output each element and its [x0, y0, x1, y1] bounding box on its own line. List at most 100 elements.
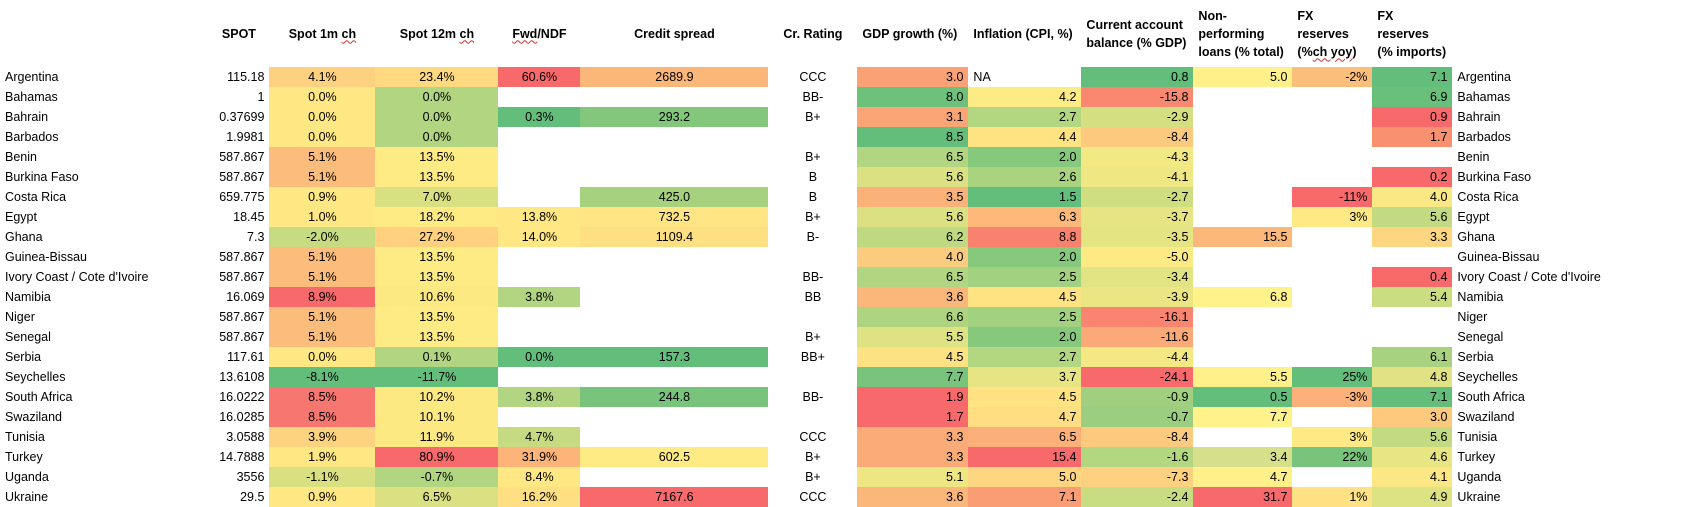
current-account-cell: -0.7 — [1081, 407, 1194, 427]
spot-1m-cell: 5.1% — [269, 167, 376, 187]
gdp-growth-cell: 5.6 — [857, 207, 969, 227]
npl-cell — [1193, 187, 1293, 207]
npl-cell — [1193, 307, 1293, 327]
gdp-growth-cell: 6.5 — [857, 267, 969, 287]
spot-12m-cell: -11.7% — [375, 367, 499, 387]
credit-rating-cell: B+ — [805, 329, 821, 344]
credit-rating-cell: BB+ — [800, 349, 825, 364]
gdp-growth-cell: 3.3 — [857, 427, 969, 447]
fx-reserves-yoy-cell — [1292, 327, 1373, 347]
gdp-growth-cell: 5.1 — [857, 467, 969, 487]
current-account-cell: -1.6 — [1081, 447, 1194, 467]
credit-spread-cell — [580, 247, 769, 267]
country-cell: Seychelles — [5, 369, 66, 384]
country-cell: Niger — [5, 309, 35, 324]
spot-1m-cell: 0.9% — [269, 187, 376, 207]
table-row: Ukraine 29.5 0.9% 6.5% 16.2% 7167.6 CCC 3.6 7.1-… — [0, 487, 1606, 507]
spot-cell: 14.7888 — [219, 449, 265, 464]
fx-reserves-yoy-cell: -2% — [1292, 67, 1373, 87]
inflation-cell: 4.4 — [968, 127, 1082, 147]
npl-cell — [1193, 427, 1293, 447]
header-row: SPOT Spot 1m ch Spot 12m ch Fwd/NDF Cred… — [0, 0, 1606, 67]
fx-reserves-yoy-cell — [1292, 287, 1373, 307]
credit-rating-cell: B — [808, 189, 818, 204]
gdp-growth-cell: 6.2 — [857, 227, 969, 247]
header-gdp-growth: GDP growth (%) — [862, 26, 958, 41]
spot-1m-cell: 1.0% — [269, 207, 376, 227]
spot-cell: 16.0222 — [219, 389, 265, 404]
country-cell: Argentina — [5, 69, 59, 84]
country-repeat-cell: Benin — [1457, 149, 1490, 164]
fwd-ndf-cell — [498, 87, 581, 107]
spot-1m-cell: 5.1% — [269, 267, 376, 287]
fwd-ndf-cell — [498, 267, 581, 287]
npl-cell — [1193, 347, 1293, 367]
spot-cell: 13.6108 — [219, 369, 265, 384]
npl-cell: 15.5 — [1193, 227, 1293, 247]
fx-reserves-yoy-cell — [1292, 307, 1373, 327]
country-cell: Bahrain — [5, 109, 49, 124]
credit-spread-cell: 425.0 — [580, 187, 769, 207]
credit-spread-cell — [580, 427, 769, 447]
fx-reserves-imports-cell: 7.1 — [1372, 67, 1453, 87]
current-account-cell: -15.8 — [1081, 87, 1194, 107]
gdp-growth-cell: 6.6 — [857, 307, 969, 327]
current-account-cell: -4.4 — [1081, 347, 1194, 367]
fx-reserves-yoy-cell: -3% — [1292, 387, 1373, 407]
inflation-cell: 2.0 — [968, 147, 1082, 167]
country-cell: Barbados — [5, 129, 59, 144]
country-repeat-cell: Burkina Faso — [1457, 169, 1532, 184]
credit-rating-cell: BB- — [802, 89, 824, 104]
country-repeat-cell: South Africa — [1457, 389, 1525, 404]
country-cell: Turkey — [5, 449, 43, 464]
gdp-growth-cell: 1.9 — [857, 387, 969, 407]
header-spot: SPOT — [221, 26, 256, 41]
gdp-growth-cell: 8.5 — [857, 127, 969, 147]
spot-1m-cell: 5.1% — [269, 147, 376, 167]
table-row: Uganda 3556 -1.1% -0.7% 8.4% B+ 5.1 5.0 -7.3 4.7 4… — [0, 467, 1606, 487]
spot-cell: 18.45 — [233, 209, 265, 224]
header-inflation: Inflation (CPI, %) — [973, 26, 1073, 41]
spot-1m-cell: 0.0% — [269, 87, 376, 107]
npl-cell — [1193, 127, 1293, 147]
country-cell: Bahamas — [5, 89, 58, 104]
country-cell: South Africa — [5, 389, 73, 404]
country-cell: Benin — [5, 149, 37, 164]
country-cell: Ghana — [5, 229, 43, 244]
credit-spread-cell — [580, 167, 769, 187]
credit-spread-cell: 244.8 — [580, 387, 769, 407]
spot-12m-cell: 27.2% — [375, 227, 499, 247]
gdp-growth-cell: 4.5 — [857, 347, 969, 367]
spot-12m-cell: 10.2% — [375, 387, 499, 407]
fx-reserves-yoy-cell — [1292, 347, 1373, 367]
fx-reserves-yoy-cell: 3% — [1292, 207, 1373, 227]
credit-rating-cell: B+ — [805, 449, 821, 464]
fx-reserves-yoy-cell — [1292, 407, 1373, 427]
spot-12m-cell: 11.9% — [375, 427, 499, 447]
spot-1m-cell: 0.0% — [269, 127, 376, 147]
country-repeat-cell: Seychelles — [1457, 369, 1518, 384]
current-account-cell: -3.4 — [1081, 267, 1194, 287]
npl-cell — [1193, 167, 1293, 187]
fx-reserves-yoy-cell — [1292, 467, 1373, 487]
header-credit-spread: Credit spread — [634, 26, 715, 41]
country-repeat-cell: Barbados — [1457, 129, 1511, 144]
inflation-cell: 5.0 — [968, 467, 1082, 487]
spot-1m-cell: 0.9% — [269, 487, 376, 507]
spot-1m-cell: -8.1% — [269, 367, 376, 387]
country-repeat-cell: Serbia — [1457, 349, 1494, 364]
credit-rating-cell: CCC — [799, 489, 827, 504]
spot-cell: 7.3 — [247, 229, 265, 244]
country-repeat-cell: Ghana — [1457, 229, 1495, 244]
spot-12m-cell: 10.6% — [375, 287, 499, 307]
spot-12m-cell: 13.5% — [375, 167, 499, 187]
fx-reserves-yoy-cell — [1292, 227, 1373, 247]
spot-1m-cell: 5.1% — [269, 247, 376, 267]
fwd-ndf-cell: 8.4% — [498, 467, 581, 487]
spot-cell: 587.867 — [219, 169, 265, 184]
credit-spread-cell — [580, 407, 769, 427]
table-row: Turkey 14.7888 1.9% 80.9% 31.9% 602.5 B+ 3.3 15.… — [0, 447, 1606, 467]
spot-12m-cell: 6.5% — [375, 487, 499, 507]
fwd-ndf-cell — [498, 167, 581, 187]
spot-12m-cell: 18.2% — [375, 207, 499, 227]
